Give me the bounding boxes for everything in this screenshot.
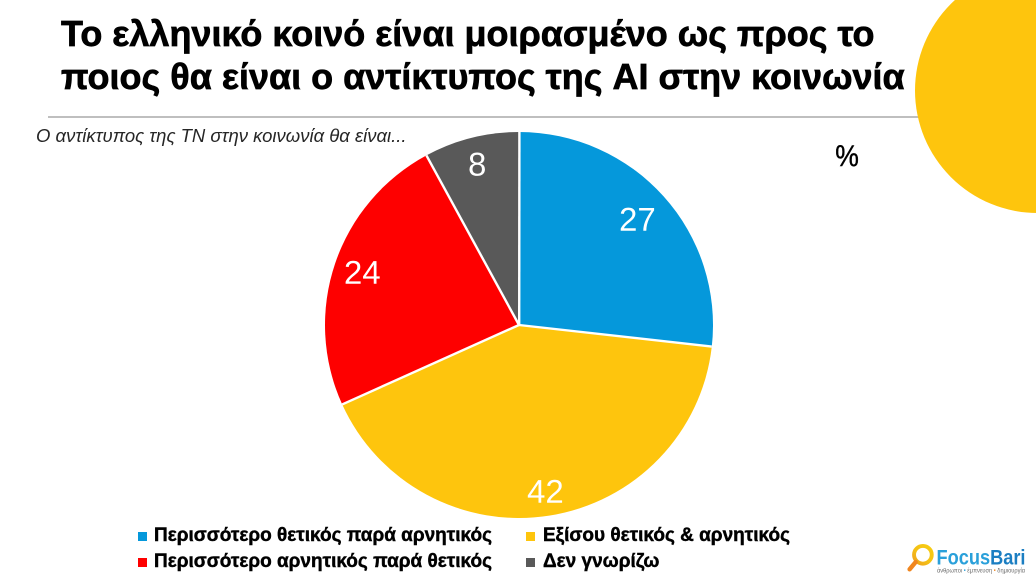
svg-text:άνθρωποι • έμπνευση • δημιουργ: άνθρωποι • έμπνευση • δημιουργία — [937, 566, 1025, 574]
svg-text:FocusBari: FocusBari — [937, 546, 1026, 570]
